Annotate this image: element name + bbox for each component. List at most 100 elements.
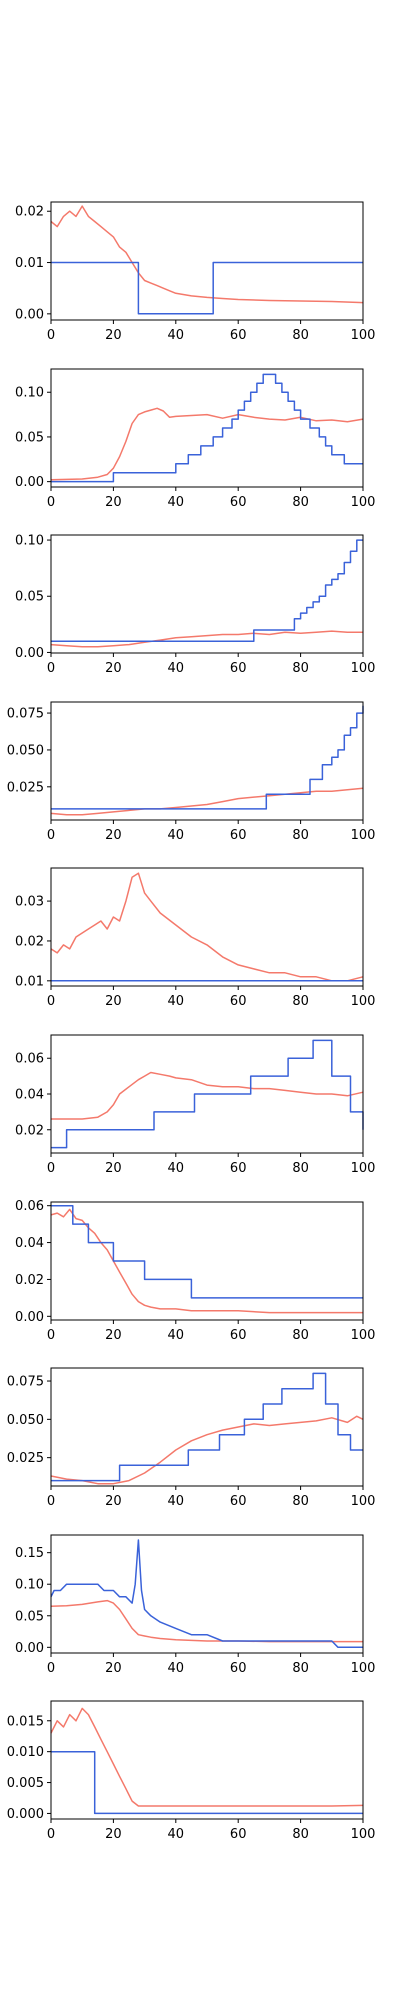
x-tick-label: 0 — [47, 828, 55, 843]
series-line-blue — [51, 705, 364, 810]
y-tick-label: 0.05 — [15, 430, 44, 445]
series-line-blue — [51, 539, 363, 642]
y-tick-label: 0.025 — [7, 780, 44, 795]
x-tick-label: 40 — [168, 1827, 185, 1842]
x-tick-label: 0 — [47, 1161, 55, 1176]
x-tick-label: 0 — [47, 495, 55, 510]
x-tick-label: 20 — [105, 661, 122, 676]
x-tick-label: 80 — [292, 1827, 309, 1842]
series-line-blue — [51, 1204, 363, 1299]
axes-frame — [50, 867, 364, 987]
x-tick-label: 0 — [47, 328, 55, 343]
x-tick-label: 100 — [351, 661, 376, 676]
y-tick-label: 0.10 — [15, 1578, 44, 1593]
x-tick-label: 0 — [47, 1328, 55, 1343]
x-tick-label: 80 — [292, 1494, 309, 1509]
y-tick-label: 0.050 — [7, 1413, 44, 1428]
series-line-blue — [51, 1750, 363, 1815]
y-tick-label: 0.00 — [15, 475, 44, 490]
subplot-7: 0 20 40 60 80 100 0.00 0.02 0.04 0.06 — [15, 1199, 375, 1343]
series-line-red — [50, 872, 364, 982]
x-tick-label: 0 — [47, 1661, 55, 1676]
subplot-2: 0 20 40 60 80 100 0.00 0.05 0.10 — [15, 368, 376, 510]
y-tick-label: 0.075 — [7, 707, 44, 722]
x-tick-label: 0 — [47, 661, 55, 676]
x-tick-label: 100 — [351, 1161, 376, 1176]
x-tick-label: 20 — [105, 1827, 122, 1842]
y-tick-label: 0.06 — [15, 1199, 44, 1214]
axes-frame — [50, 1534, 364, 1654]
y-tick-label: 0.02 — [15, 934, 44, 949]
y-tick-label: 0.02 — [15, 205, 44, 220]
x-tick-label: 60 — [230, 661, 247, 676]
axes-frame — [50, 1367, 364, 1487]
x-tick-label: 100 — [351, 1827, 376, 1842]
x-tick-label: 60 — [230, 328, 247, 343]
x-tick-label: 100 — [351, 994, 376, 1009]
series-line-red — [50, 1707, 364, 1807]
x-tick-label: 80 — [292, 994, 309, 1009]
series-line-red — [50, 787, 364, 816]
x-tick-label: 100 — [351, 1328, 376, 1343]
subplot-8: 0 20 40 60 80 100 0.025 0.050 0.075 — [7, 1367, 376, 1509]
y-tick-label: 0.02 — [15, 1273, 44, 1288]
series-line-red — [51, 1071, 364, 1120]
y-tick-label: 0.01 — [15, 974, 44, 989]
x-tick-label: 60 — [230, 1161, 247, 1176]
x-tick-label: 100 — [351, 1661, 376, 1676]
y-tick-label: 0.15 — [15, 1546, 44, 1561]
y-tick-label: 0.00 — [15, 646, 44, 661]
x-tick-label: 80 — [292, 1661, 309, 1676]
x-tick-label: 100 — [351, 828, 376, 843]
x-tick-label: 0 — [47, 994, 55, 1009]
x-tick-label: 60 — [230, 828, 247, 843]
axes-frame — [50, 201, 364, 321]
y-tick-label: 0.04 — [15, 1236, 44, 1251]
series-line-red — [50, 1208, 363, 1314]
y-tick-label: 0.05 — [15, 1609, 44, 1624]
y-tick-label: 0.04 — [15, 1088, 44, 1103]
x-tick-label: 60 — [230, 994, 247, 1009]
axes-frame — [50, 701, 364, 821]
x-tick-label: 60 — [230, 495, 247, 510]
x-tick-label: 80 — [292, 661, 309, 676]
series-line-blue — [51, 261, 363, 315]
subplot-5: 0 20 40 60 80 100 0.01 0.02 0.03 — [15, 867, 376, 1009]
x-tick-label: 80 — [292, 1161, 309, 1176]
subplot-3: 0 20 40 60 80 100 0.00 0.05 0.10 — [15, 534, 375, 676]
x-tick-label: 40 — [168, 994, 185, 1009]
subplot-6: 0 20 40 60 80 100 0.02 0.04 0.06 — [15, 1034, 376, 1176]
x-tick-label: 20 — [105, 994, 122, 1009]
y-tick-label: 0.075 — [7, 1375, 44, 1390]
x-tick-label: 100 — [351, 1494, 376, 1509]
series-line-red — [50, 630, 363, 648]
subplot-4: 0 20 40 60 80 100 0.025 0.050 0.075 — [7, 701, 376, 843]
series-line-red — [50, 1415, 364, 1485]
axes-frame — [50, 1201, 364, 1321]
y-tick-label: 0.10 — [15, 534, 44, 549]
y-tick-label: 0.010 — [7, 1745, 44, 1760]
y-tick-label: 0.01 — [15, 256, 44, 271]
subplot-10: 0 20 40 60 80 100 0.000 0.005 0.010 0.015 — [7, 1700, 376, 1842]
subplot-9: 0 20 40 60 80 100 0.00 0.05 0.10 0.15 — [15, 1534, 376, 1676]
series-line-red — [50, 205, 364, 304]
y-tick-label: 0.015 — [7, 1714, 44, 1729]
x-tick-label: 40 — [168, 328, 185, 343]
axes-frame — [50, 368, 364, 488]
y-tick-label: 0.00 — [15, 1641, 44, 1656]
x-tick-label: 60 — [230, 1494, 247, 1509]
y-tick-label: 0.00 — [15, 1310, 44, 1325]
x-tick-label: 80 — [292, 828, 309, 843]
series-line-blue — [50, 1539, 363, 1649]
x-tick-label: 100 — [351, 495, 376, 510]
x-tick-label: 20 — [105, 1661, 122, 1676]
axes-frame — [50, 1700, 364, 1820]
x-tick-label: 20 — [105, 495, 122, 510]
x-tick-label: 60 — [230, 1661, 247, 1676]
series-line-red — [50, 407, 364, 481]
x-tick-label: 80 — [292, 495, 309, 510]
y-tick-label: 0.005 — [7, 1776, 44, 1791]
x-tick-label: 60 — [230, 1827, 247, 1842]
y-tick-label: 0.10 — [15, 386, 44, 401]
